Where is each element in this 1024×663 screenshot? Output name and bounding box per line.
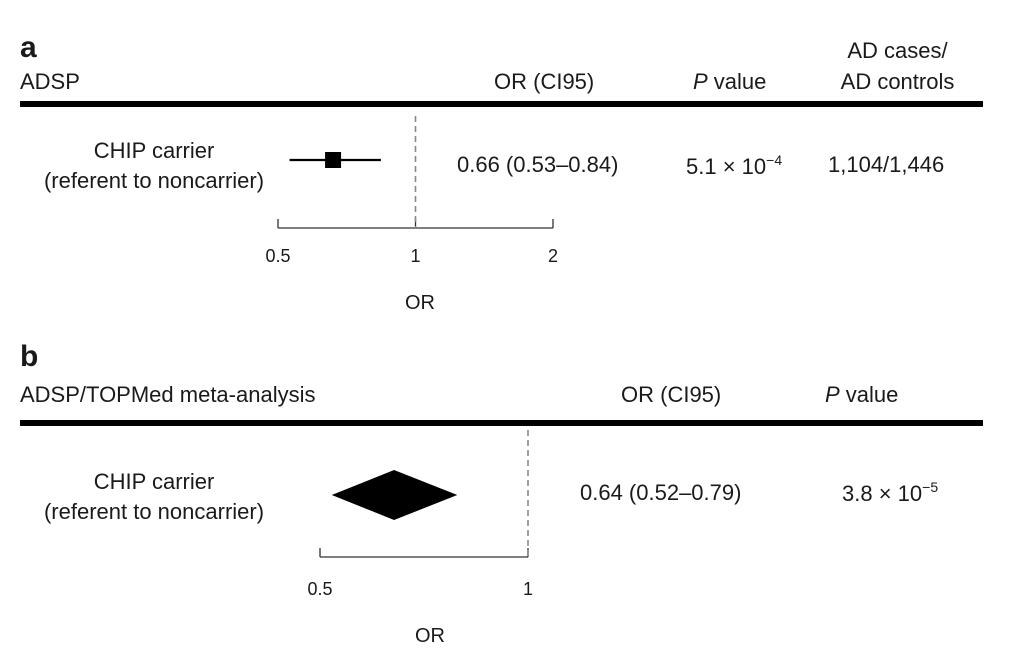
panel-a-point-marker-0: [325, 152, 342, 168]
panel-b-letter: b: [20, 340, 39, 373]
panel-a-row-label-line1: CHIP carrier: [93, 138, 215, 163]
panel-a-cases-value: 1,104/1,446: [828, 152, 945, 177]
panel-b-row-label-line1: CHIP carrier: [93, 469, 215, 494]
panel-b-p-header: P value: [825, 382, 899, 407]
panel-a-title: ADSP: [20, 69, 80, 94]
panel-a-letter: a: [20, 31, 37, 64]
panel-b-row-label-line2: (referent to noncarrier): [43, 499, 265, 524]
panel-b-title: ADSP/TOPMed meta-analysis: [20, 382, 316, 407]
panel-b-p-value: 3.8 × 10−5: [842, 479, 939, 506]
panel-a-p-value: 5.1 × 10−4: [686, 152, 783, 179]
panel-a-row-label-line2: (referent to noncarrier): [43, 168, 265, 193]
panel-b-point-diamond-0: [331, 470, 458, 520]
panel-a-axis-label: OR: [405, 292, 435, 314]
panel-b-or-value: 0.64 (0.52–0.79): [580, 480, 742, 505]
panel-a-or-header: OR (CI95): [494, 69, 595, 94]
panel-b-tick-label-0: 0.5: [307, 579, 332, 599]
panel-b-axis-label: OR: [415, 625, 445, 647]
panel-a-tick-label-0: 0.5: [265, 246, 290, 266]
panel-a-tick-label-1: 1: [410, 246, 420, 266]
panel-a-or-value: 0.66 (0.53–0.84): [457, 152, 619, 177]
panel-a-tick-label-2: 2: [548, 246, 558, 266]
panel-b-tick-label-1: 1: [523, 579, 533, 599]
panel-a-cases-header-line2: AD controls: [840, 69, 955, 94]
panel-a-p-header: P value: [693, 69, 767, 94]
panel-b-header-rule: [20, 420, 983, 426]
panel-a-header-rule: [20, 101, 983, 107]
panel-b-or-header: OR (CI95): [621, 382, 722, 407]
panel-a-cases-header-line1: AD cases/: [847, 38, 948, 63]
